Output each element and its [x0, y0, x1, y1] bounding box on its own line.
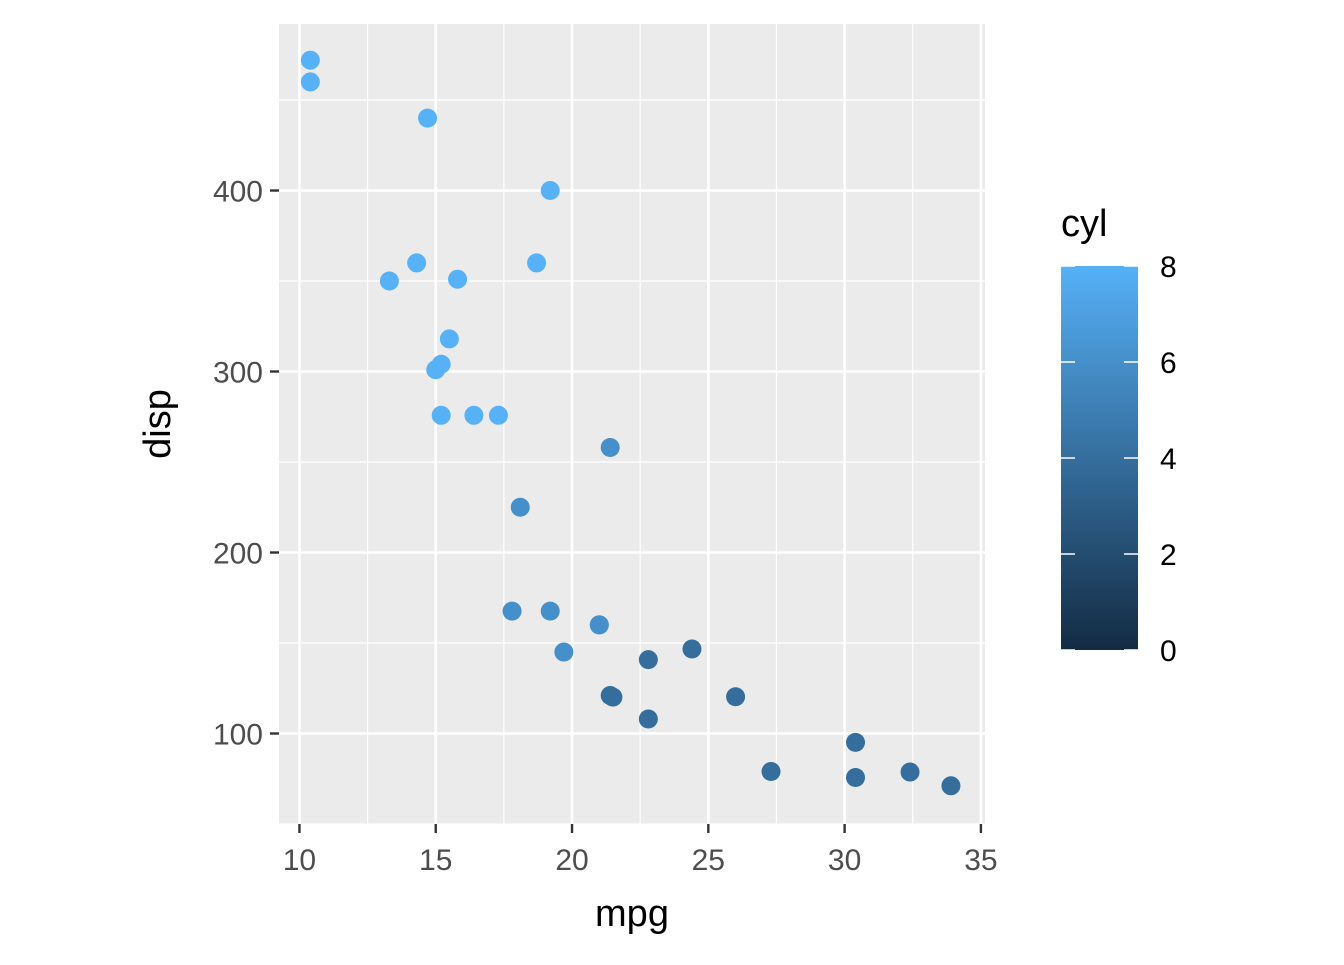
data-point — [527, 253, 547, 273]
data-point — [554, 642, 574, 662]
legend-tick-label: 6 — [1160, 347, 1177, 380]
data-point — [846, 732, 866, 752]
legend-tick-label: 8 — [1160, 251, 1177, 284]
x-axis-tick-label: 20 — [555, 844, 588, 877]
data-point — [726, 687, 746, 707]
data-points — [300, 50, 961, 796]
data-point — [638, 709, 658, 729]
data-point — [488, 405, 508, 425]
data-point — [426, 360, 446, 380]
x-axis-tick-label: 10 — [283, 844, 316, 877]
y-axis-tick-label: 200 — [213, 538, 263, 571]
x-axis-tick-label: 35 — [964, 844, 997, 877]
data-point — [418, 108, 438, 128]
y-axis: 100 200 300 400 — [213, 176, 279, 752]
x-axis-tick-label: 30 — [828, 844, 861, 877]
data-point — [448, 269, 468, 289]
x-axis-tick-label: 25 — [692, 844, 725, 877]
x-axis-title: mpg — [595, 893, 669, 935]
data-point — [682, 639, 702, 659]
legend-tick-label: 0 — [1160, 635, 1177, 668]
data-point — [510, 497, 530, 517]
data-point — [379, 271, 399, 291]
data-point — [464, 405, 484, 425]
major-grid-lines — [279, 24, 985, 824]
y-axis-title: disp — [137, 389, 179, 459]
legend-tick-label: 2 — [1160, 539, 1177, 572]
x-axis-tick-label: 15 — [419, 844, 452, 877]
data-point — [502, 601, 522, 621]
legend-ticks: 0 2 4 6 8 — [1061, 251, 1177, 668]
data-point — [540, 601, 560, 621]
y-axis-tick-label: 300 — [213, 357, 263, 390]
plot-panel-background — [279, 24, 985, 824]
data-point — [300, 50, 320, 70]
data-point — [600, 685, 620, 705]
data-point — [431, 405, 451, 425]
color-legend: cyl 0 2 4 6 8 — [1061, 203, 1177, 668]
legend-tick-label: 4 — [1160, 443, 1177, 476]
data-point — [638, 650, 658, 670]
x-axis: 10 15 20 25 30 35 — [283, 824, 998, 877]
y-axis-tick-label: 400 — [213, 176, 263, 209]
data-point — [589, 615, 609, 635]
data-point — [300, 72, 320, 92]
data-point — [600, 438, 620, 458]
minor-grid-lines — [279, 24, 985, 825]
data-point — [941, 776, 961, 796]
data-point — [846, 767, 866, 787]
data-point — [540, 181, 560, 201]
data-point — [439, 329, 459, 349]
y-axis-tick-label: 100 — [213, 719, 263, 752]
data-point — [407, 253, 427, 273]
data-point — [900, 762, 920, 782]
legend-title: cyl — [1061, 203, 1107, 245]
data-point — [761, 762, 781, 782]
